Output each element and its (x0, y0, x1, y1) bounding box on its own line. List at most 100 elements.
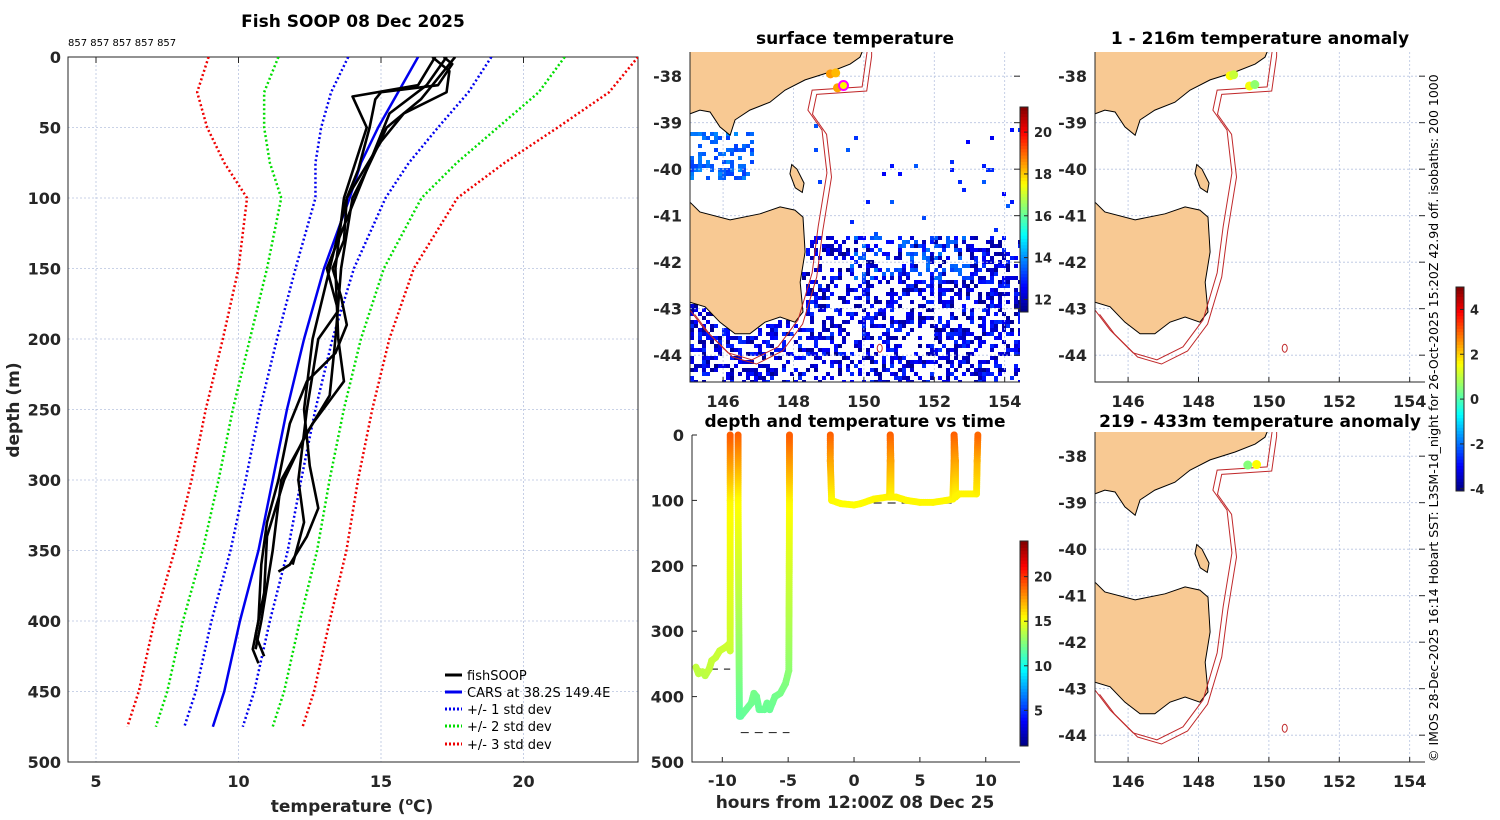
lat-tick-label: -42 (1058, 633, 1087, 652)
sst-pixel (998, 292, 1002, 296)
sst-pixel (766, 372, 770, 376)
sst-pixel (866, 316, 870, 320)
sst-pixel (974, 272, 978, 276)
sst-pixel (782, 332, 786, 336)
sst-pixel (970, 276, 974, 280)
sst-pixel (910, 364, 914, 368)
track-point (726, 431, 734, 439)
sst-pixel (982, 316, 986, 320)
sst-pixel (826, 248, 830, 252)
sst-pixel (954, 240, 958, 244)
sst-pixel (858, 284, 862, 288)
sst-pixel (850, 360, 854, 364)
colorbar-cell (1456, 459, 1464, 463)
sst-pixel (990, 168, 994, 172)
sst-pixel (958, 336, 962, 340)
colorbar-cell (1456, 433, 1464, 438)
sst-pixel (962, 304, 966, 308)
lon-tick-label: 146 (1111, 772, 1144, 791)
sst-pixel (818, 268, 822, 272)
sst-pixel (962, 344, 966, 348)
sst-pixel (758, 328, 762, 332)
sst-pixel (758, 352, 762, 356)
sst-pixel (810, 348, 814, 352)
sst-pixel (982, 256, 986, 260)
sst-pixel (986, 372, 990, 376)
track-segment (692, 431, 734, 680)
sst-pixel (690, 304, 694, 308)
sst-pixel (910, 236, 914, 240)
colorbar-cell (1020, 726, 1028, 731)
sst-pixel (718, 172, 722, 176)
xlabel-sup: o (405, 795, 413, 808)
sst-pixel (930, 372, 934, 376)
sst-pixel (846, 364, 850, 368)
sst-pixel (938, 356, 942, 360)
sst-pixel (866, 272, 870, 276)
lon-tick-label: 148 (1182, 392, 1215, 411)
lon-tick-label: 146 (706, 392, 739, 411)
sst-pixel (886, 300, 890, 304)
sst-pixel (950, 300, 954, 304)
sst-pixel (742, 148, 746, 152)
sst-pixel (866, 312, 870, 316)
sst-pixel (958, 248, 962, 252)
sst-pixel (690, 312, 694, 316)
sst-pixel (690, 132, 694, 136)
sst-pixel (930, 308, 934, 312)
sst-pixel (894, 376, 898, 380)
sst-pixel (706, 176, 710, 180)
sst-pixel (734, 348, 738, 352)
sst-pixel (702, 364, 706, 368)
sst-pixel (814, 352, 818, 356)
sst-pixel (962, 236, 966, 240)
lat-tick-label: -39 (653, 114, 682, 133)
sst-pixel (982, 308, 986, 312)
colorbar-cell (1020, 742, 1028, 747)
sst-pixel (866, 336, 870, 340)
sst-pixel (898, 272, 902, 276)
sst-pixel (902, 240, 906, 244)
colorbar-cell (1456, 404, 1464, 409)
sst-pixel (914, 288, 918, 292)
colorbar-cell (1020, 235, 1028, 239)
sst-pixel (722, 176, 726, 180)
colorbar-cell (1020, 576, 1028, 580)
sst-pixel (870, 344, 874, 348)
sst-pixel (730, 160, 734, 164)
sst-pixel (706, 356, 710, 360)
sst-pixel (950, 240, 954, 244)
sst-pixel (950, 304, 954, 308)
sst-pixel (990, 276, 994, 280)
sst-pixel (970, 252, 974, 256)
sst-pixel (934, 256, 938, 260)
sst-pixel (846, 320, 850, 324)
sst-pixel (742, 164, 746, 168)
sst-pixel (782, 380, 786, 382)
sst-pixel (974, 300, 978, 304)
sst-map-title: surface temperature (756, 29, 954, 49)
sst-pixel (942, 280, 946, 284)
sst-pixel (782, 344, 786, 348)
sst-pixel (722, 172, 726, 176)
sst-pixel (850, 380, 854, 382)
y-tick-label: 300 (651, 622, 684, 641)
sst-pixel (834, 248, 838, 252)
sst-pixel (882, 272, 886, 276)
sst-pixel (690, 164, 694, 168)
sst-pixel (834, 344, 838, 348)
sst-pixel (934, 332, 938, 336)
colorbar-tick-label: 16 (1034, 210, 1052, 225)
sst-pixel (882, 368, 886, 372)
sst-pixel (898, 280, 902, 284)
sst-pixel (866, 248, 870, 252)
sst-pixel (946, 332, 950, 336)
sst-pixel (950, 364, 954, 368)
colorbar-cell (1456, 382, 1464, 387)
sst-pixel (862, 328, 866, 332)
sst-pixel (702, 164, 706, 168)
sst-pixel (734, 144, 738, 148)
sst-pixel (870, 264, 874, 268)
sst-pixel (846, 332, 850, 336)
sst-pixel (1014, 300, 1018, 304)
